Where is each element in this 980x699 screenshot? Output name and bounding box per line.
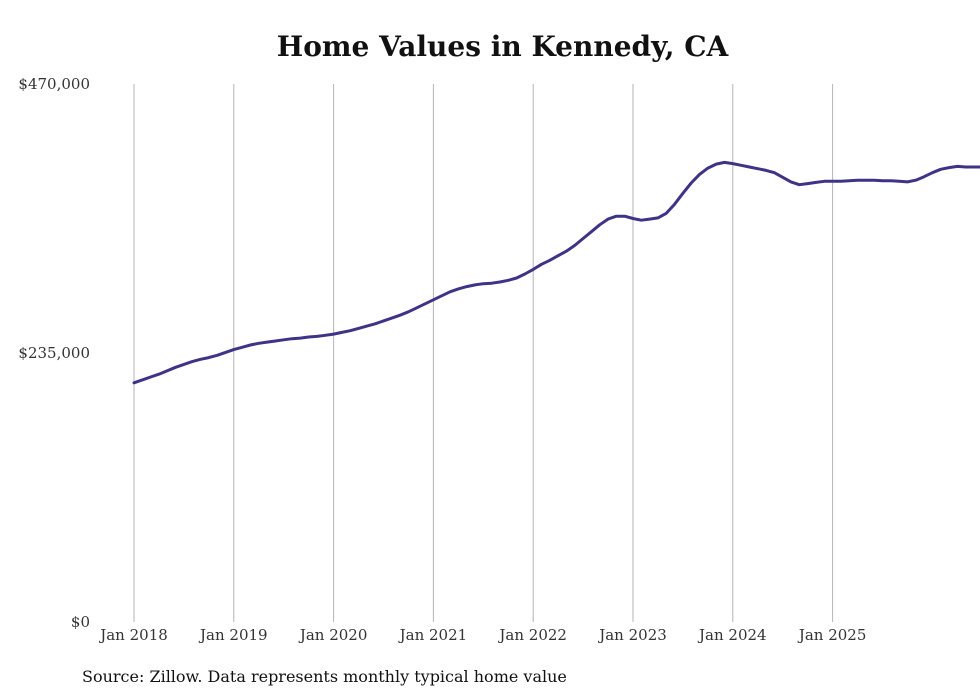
y-tick-label: $0: [71, 613, 90, 631]
x-tick-label: Jan 2022: [497, 626, 567, 644]
gridlines: [133, 84, 834, 622]
x-axis-ticks: Jan 2018 Jan 2019 Jan 2020 Jan 2021 Jan 2022…: [98, 626, 866, 644]
x-tick-label: Jan 2019: [198, 626, 268, 644]
y-tick-label: $470,000: [18, 75, 90, 93]
x-tick-label: Jan 2023: [597, 626, 667, 644]
x-tick-label: Jan 2018: [98, 626, 168, 644]
chart-title: Home Values in Kennedy, CA: [276, 30, 729, 63]
y-tick-label: $235,000: [18, 344, 90, 362]
x-tick-label: Jan 2021: [398, 626, 468, 644]
x-tick-label: Jan 2020: [298, 626, 368, 644]
series-layer: $361,116: [132, 160, 980, 385]
y-axis-ticks: $0 $235,000 $470,000: [18, 75, 90, 631]
series-line: [132, 160, 980, 385]
x-tick-label: Jan 2025: [797, 626, 867, 644]
source-note: Source: Zillow. Data represents monthly …: [82, 667, 567, 686]
x-tick-label: Jan 2024: [697, 626, 767, 644]
